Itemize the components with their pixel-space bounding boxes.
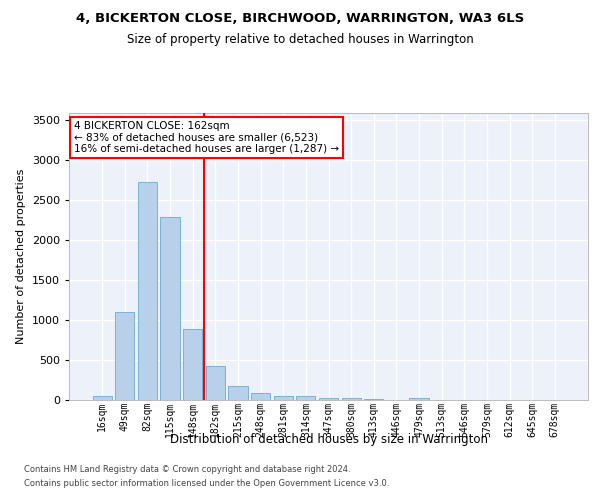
Text: 4, BICKERTON CLOSE, BIRCHWOOD, WARRINGTON, WA3 6LS: 4, BICKERTON CLOSE, BIRCHWOOD, WARRINGTO… — [76, 12, 524, 26]
Text: Contains HM Land Registry data © Crown copyright and database right 2024.: Contains HM Land Registry data © Crown c… — [24, 466, 350, 474]
Bar — [274, 396, 293, 400]
Bar — [341, 398, 361, 400]
Text: 4 BICKERTON CLOSE: 162sqm
← 83% of detached houses are smaller (6,523)
16% of se: 4 BICKERTON CLOSE: 162sqm ← 83% of detac… — [74, 121, 340, 154]
Bar — [319, 398, 338, 400]
Text: Contains public sector information licensed under the Open Government Licence v3: Contains public sector information licen… — [24, 479, 389, 488]
Y-axis label: Number of detached properties: Number of detached properties — [16, 168, 26, 344]
Bar — [229, 386, 248, 400]
Text: Distribution of detached houses by size in Warrington: Distribution of detached houses by size … — [170, 432, 488, 446]
Bar — [183, 329, 202, 400]
Bar — [160, 217, 180, 400]
Text: Size of property relative to detached houses in Warrington: Size of property relative to detached ho… — [127, 32, 473, 46]
Bar — [364, 399, 383, 400]
Bar — [115, 312, 134, 400]
Bar — [251, 393, 270, 400]
Bar — [92, 396, 112, 400]
Bar — [296, 396, 316, 400]
Bar — [206, 366, 225, 400]
Bar — [409, 398, 428, 400]
Bar — [138, 182, 157, 400]
